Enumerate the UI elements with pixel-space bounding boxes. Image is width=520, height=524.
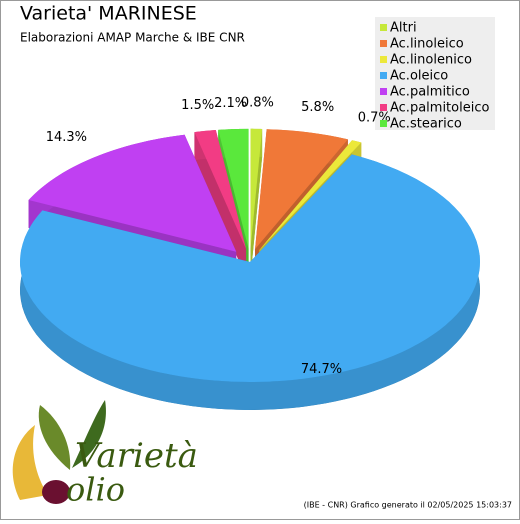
legend-label: Ac.linolenico [390, 53, 472, 68]
slice [20, 154, 481, 383]
chart-title: Varieta' MARINESE [20, 3, 197, 25]
slice-wall [194, 132, 247, 278]
legend-label: Altri [390, 21, 417, 36]
legend-swatch [380, 40, 387, 47]
slice [28, 134, 237, 252]
logo-one [12, 425, 48, 500]
legend-swatch [380, 88, 387, 95]
value-label: 1.5% [181, 98, 214, 113]
slice-wall [250, 128, 263, 277]
slice [259, 140, 362, 251]
value-label: 5.8% [301, 100, 334, 115]
logo: Varietà olio [12, 400, 198, 509]
legend-swatch [380, 56, 387, 63]
pie: 0.8% 5.8%0.7%74.7%14.3%1.5% 2.1% [20, 96, 481, 410]
legend-swatch [380, 24, 387, 31]
legend-label: Ac.oleico [390, 69, 448, 84]
footer: (IBE - CNR) Grafico generato il 02/05/20… [304, 501, 512, 510]
value-label: 0.8% [241, 96, 274, 111]
legend-label: Ac.palmitico [390, 85, 470, 100]
legend-label: Ac.palmitoleico [390, 101, 489, 116]
legend-swatch [380, 72, 387, 79]
legend-swatch [380, 104, 387, 111]
logo-text: olio [66, 471, 125, 509]
slice [255, 129, 348, 250]
logo-olive [42, 480, 70, 504]
slice [194, 130, 247, 250]
legend-box [375, 17, 495, 130]
value-label: 74.7% [301, 362, 342, 377]
slice [250, 128, 263, 249]
logo-text: Varietà [75, 436, 198, 476]
value-label: 2.1% [214, 96, 247, 111]
legend-label: Ac.linoleico [390, 37, 464, 52]
legend-swatch [380, 120, 387, 127]
value-label: 14.3% [46, 130, 87, 145]
logo-leaf [72, 400, 106, 468]
slice [218, 128, 249, 249]
legend-label: Ac.stearico [390, 117, 462, 132]
logo-leaf [38, 405, 71, 470]
chart-subtitle: Elaborazioni AMAP Marche & IBE CNR [20, 31, 245, 45]
